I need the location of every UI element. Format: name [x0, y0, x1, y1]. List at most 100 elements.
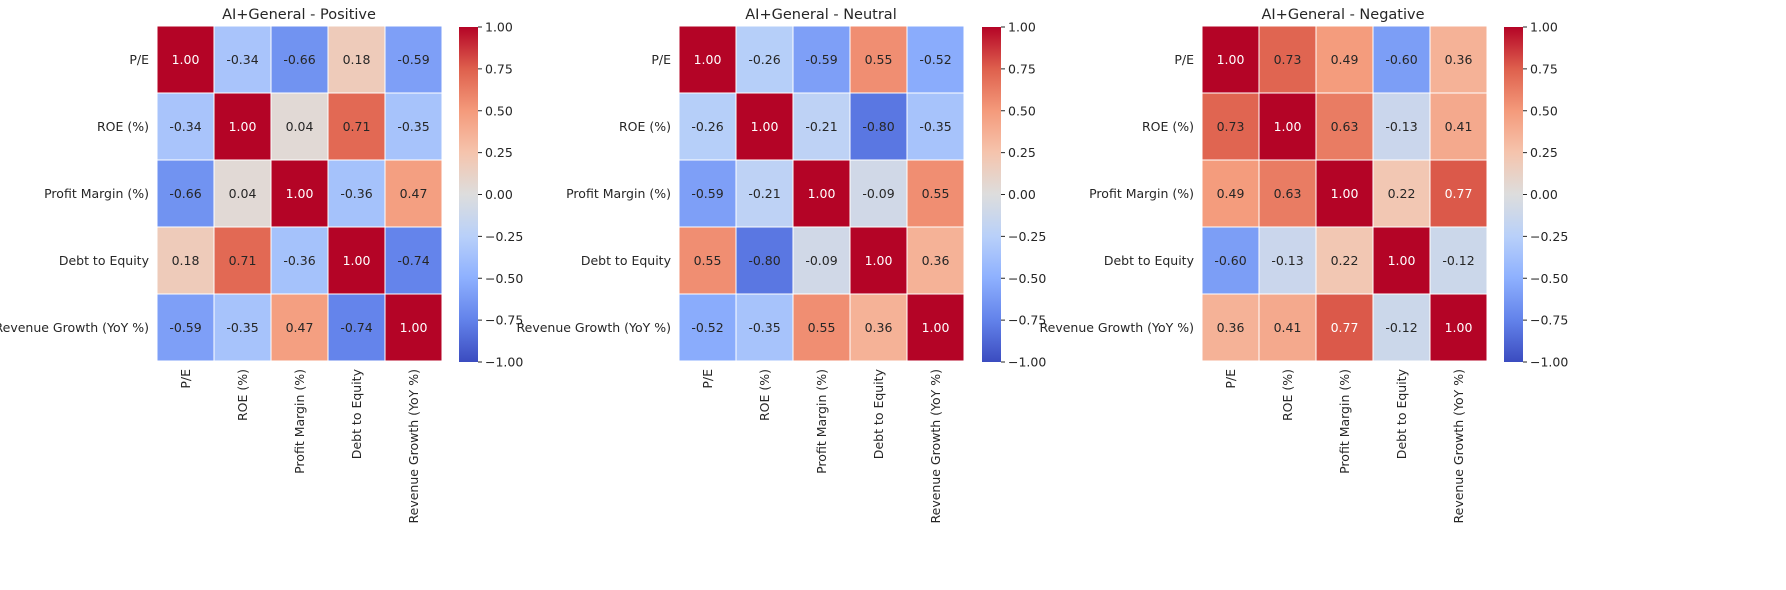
colorbar-tick-label: 0.50: [1530, 103, 1558, 118]
cell-value-label: 0.55: [808, 320, 836, 335]
panel-title: AI+General - Positive: [222, 7, 376, 23]
heatmap-cell: [1372, 25, 1431, 94]
cell-value-label: 0.55: [922, 186, 950, 201]
heatmap-cell: [1429, 293, 1488, 362]
cell-value-label: -0.26: [748, 52, 780, 67]
cell-value-label: 1.00: [751, 119, 779, 134]
colorbar-tick-label: 0.25: [1530, 145, 1558, 160]
colorbar: [982, 27, 1001, 362]
colorbar-tick-label: 0.00: [1008, 187, 1036, 202]
colorbar-tick-label: −0.25: [1530, 229, 1568, 244]
colorbar-tick-label: −0.75: [1530, 313, 1568, 328]
cell-value-label: 1.00: [1274, 119, 1302, 134]
heatmap-cell: [270, 226, 329, 295]
colorbar-tick-label: −0.25: [485, 229, 523, 244]
heatmap-cell: [792, 293, 851, 362]
colorbar-tick-label: 0.00: [1530, 187, 1558, 202]
heatmap-panel-3: AI+General - Negative 1.00 0.73 0.49 -0.60 0.…: [1040, 7, 1569, 524]
cell-value-label: -0.74: [340, 320, 372, 335]
cell-value-label: 0.36: [1217, 320, 1245, 335]
heatmap-cell: [1372, 293, 1431, 362]
heatmap-cell: [1429, 92, 1488, 161]
y-tick-label: Revenue Growth (YoY %): [1040, 320, 1195, 335]
heatmap-cell: [678, 92, 737, 161]
cell-value-label: 0.49: [1331, 52, 1359, 67]
heatmap-cell: [213, 226, 272, 295]
colorbar-tick-label: −1.00: [1008, 355, 1046, 370]
cell-value-label: 0.71: [343, 119, 371, 134]
x-tick-label: P/E: [178, 369, 193, 389]
cell-value-label: 0.77: [1331, 320, 1359, 335]
cell-value-label: 1.00: [172, 52, 200, 67]
x-tick-label: Revenue Growth (YoY %): [406, 369, 421, 524]
heatmap-cell: [849, 293, 908, 362]
cell-value-label: -0.80: [862, 119, 894, 134]
cell-value-label: -0.12: [1385, 320, 1417, 335]
cell-value-label: -0.35: [748, 320, 780, 335]
heatmap-cell: [1372, 226, 1431, 295]
heatmap-cell: [213, 25, 272, 94]
y-tick-label: Revenue Growth (YoY %): [0, 320, 149, 335]
x-tick-label: P/E: [700, 369, 715, 389]
colorbar-tick-label: 0.25: [485, 145, 513, 160]
colorbar-tick-label: −0.50: [485, 271, 523, 286]
cell-value-label: -0.26: [691, 119, 723, 134]
heatmap-cell: [384, 226, 443, 295]
cell-value-label: 0.22: [1388, 186, 1416, 201]
y-tick-label: ROE (%): [97, 119, 149, 134]
y-tick-label: P/E: [1174, 52, 1194, 67]
cell-value-label: -0.66: [283, 52, 315, 67]
cell-value-label: -0.80: [748, 253, 780, 268]
cell-value-label: -0.09: [862, 186, 894, 201]
cell-value-label: 0.04: [286, 119, 314, 134]
panel-title: AI+General - Neutral: [745, 7, 896, 23]
y-tick-label: ROE (%): [1142, 119, 1194, 134]
cell-value-label: 1.00: [865, 253, 893, 268]
colorbar-tick-label: −0.25: [1008, 229, 1046, 244]
cell-value-label: 0.36: [1445, 52, 1473, 67]
heatmap-cell: [792, 92, 851, 161]
heatmap-cell: [1201, 92, 1260, 161]
heatmap-cell: [849, 25, 908, 94]
y-tick-label: Debt to Equity: [59, 253, 150, 268]
cell-value-label: 1.00: [808, 186, 836, 201]
heatmap-cell: [384, 92, 443, 161]
cell-value-label: 1.00: [922, 320, 950, 335]
heatmap-cell: [327, 226, 386, 295]
colorbar-tick-label: 0.25: [1008, 145, 1036, 160]
cell-value-label: 0.47: [400, 186, 428, 201]
heatmap-cell: [792, 25, 851, 94]
heatmap-cell: [678, 293, 737, 362]
cell-value-label: 0.18: [172, 253, 200, 268]
heatmap-cell: [1315, 293, 1374, 362]
cell-value-label: 1.00: [1331, 186, 1359, 201]
heatmap-cell: [735, 226, 794, 295]
heatmap-cell: [1315, 25, 1374, 94]
x-tick-label: Profit Margin (%): [814, 369, 829, 474]
cell-value-label: -0.34: [226, 52, 258, 67]
colorbar-tick-label: −1.00: [1530, 355, 1568, 370]
colorbar-tick-label: 1.00: [1530, 20, 1558, 35]
heatmap-cell: [1315, 226, 1374, 295]
cell-value-label: 1.00: [229, 119, 257, 134]
colorbar-tick-label: 0.50: [1008, 103, 1036, 118]
cell-value-label: 0.63: [1274, 186, 1302, 201]
colorbar-tick-label: 1.00: [1008, 20, 1036, 35]
cell-value-label: -0.09: [805, 253, 837, 268]
x-tick-label: ROE (%): [235, 369, 250, 421]
y-tick-label: P/E: [129, 52, 149, 67]
cell-value-label: 1.00: [694, 52, 722, 67]
heatmap-cell: [213, 293, 272, 362]
heatmap-cell: [1258, 293, 1317, 362]
heatmap-cell: [270, 293, 329, 362]
cell-value-label: -0.13: [1385, 119, 1417, 134]
cell-value-label: -0.59: [397, 52, 429, 67]
cell-value-label: 1.00: [286, 186, 314, 201]
heatmap-panel-2: AI+General - Neutral 1.00 -0.26 -0.59 0.55 -0…: [517, 7, 1047, 524]
cell-value-label: 0.73: [1217, 119, 1245, 134]
cell-value-label: -0.59: [805, 52, 837, 67]
y-tick-label: Debt to Equity: [581, 253, 672, 268]
cell-value-label: -0.35: [226, 320, 258, 335]
cell-value-label: -0.59: [169, 320, 201, 335]
